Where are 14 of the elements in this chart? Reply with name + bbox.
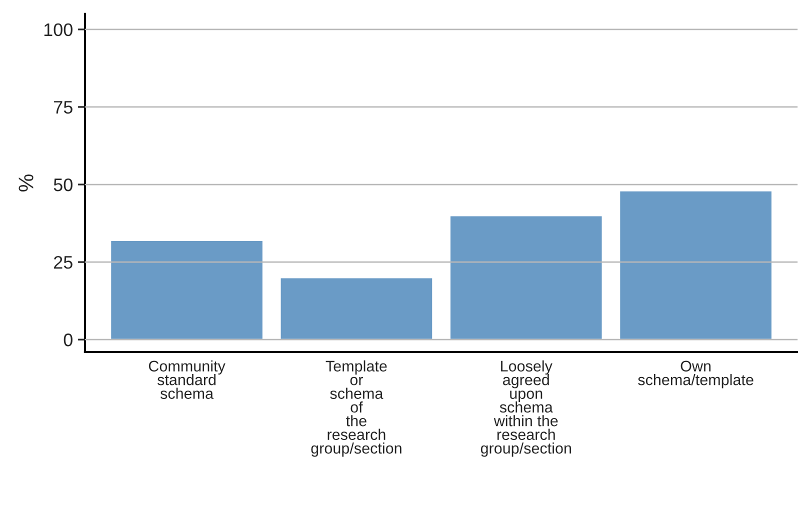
bar [279,276,434,340]
y-tick-label: 50 [54,178,72,192]
y-tick-label: 25 [54,256,72,269]
x-tick-label: Loosely agreed upon schema within the research group/section [480,360,572,457]
x-tick-label: Template or schema of the research group/section [311,360,402,457]
y-tick-label: 0 [64,334,72,346]
y-axis-title: % [18,174,34,192]
y-tick-label: 75 [54,101,72,114]
bar [110,240,264,340]
y-tick-label: 100 [44,23,72,36]
bar [449,214,604,340]
x-tick-label: Own schema/template [638,360,754,388]
bar [618,190,773,340]
x-tick-label: Community standard schema [148,360,226,399]
